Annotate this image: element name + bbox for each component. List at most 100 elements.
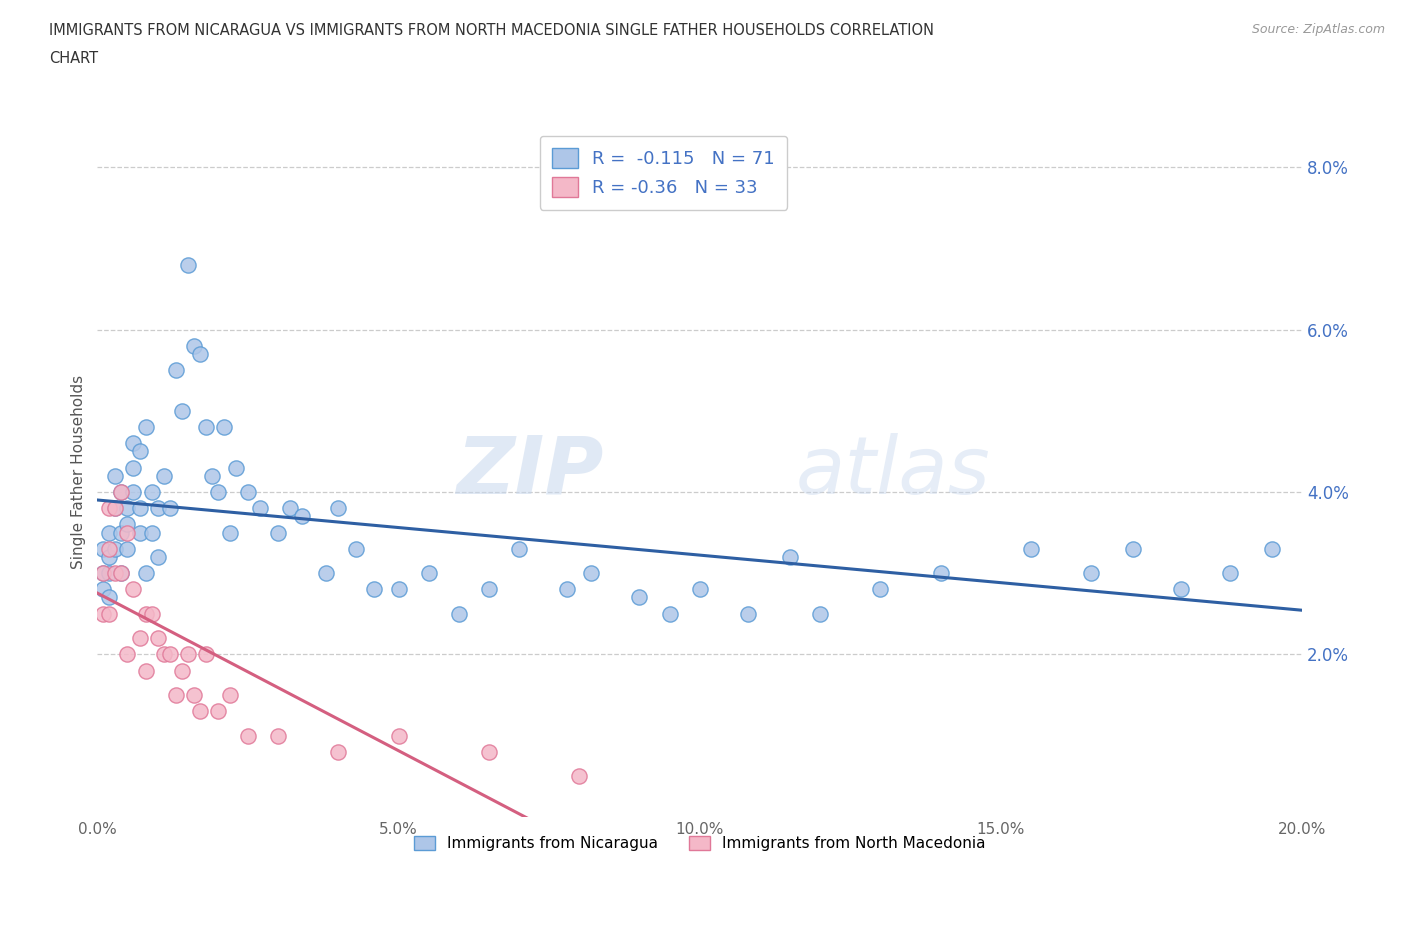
- Point: [128, 525, 150, 540]
- Text: Source: ZipAtlas.com: Source: ZipAtlas.com: [1251, 23, 1385, 36]
- Point: [152, 647, 174, 662]
- Point: [808, 606, 831, 621]
- Point: [1080, 565, 1102, 580]
- Point: [159, 647, 181, 662]
- Point: [658, 606, 681, 621]
- Point: [869, 582, 891, 597]
- Point: [135, 606, 157, 621]
- Point: [122, 436, 145, 451]
- Point: [315, 565, 337, 580]
- Point: [568, 769, 591, 784]
- Point: [104, 500, 127, 515]
- Point: [1261, 541, 1284, 556]
- Point: [194, 647, 217, 662]
- Point: [207, 485, 229, 499]
- Point: [418, 565, 440, 580]
- Point: [146, 550, 169, 565]
- Point: [98, 541, 121, 556]
- Point: [93, 541, 115, 556]
- Point: [104, 469, 127, 484]
- Point: [218, 687, 240, 702]
- Point: [122, 485, 145, 499]
- Point: [128, 444, 150, 458]
- Point: [278, 500, 301, 515]
- Point: [128, 500, 150, 515]
- Legend: Immigrants from Nicaragua, Immigrants from North Macedonia: Immigrants from Nicaragua, Immigrants fr…: [408, 830, 991, 857]
- Point: [98, 550, 121, 565]
- Point: [93, 565, 115, 580]
- Point: [170, 404, 193, 418]
- Point: [117, 541, 139, 556]
- Point: [628, 590, 651, 604]
- Point: [117, 647, 139, 662]
- Point: [1122, 541, 1144, 556]
- Point: [328, 500, 350, 515]
- Point: [188, 347, 211, 362]
- Point: [508, 541, 530, 556]
- Y-axis label: Single Father Households: Single Father Households: [72, 375, 86, 569]
- Point: [135, 565, 157, 580]
- Point: [170, 663, 193, 678]
- Point: [183, 687, 205, 702]
- Point: [110, 485, 132, 499]
- Point: [236, 485, 259, 499]
- Point: [93, 606, 115, 621]
- Point: [328, 744, 350, 759]
- Point: [1170, 582, 1192, 597]
- Point: [110, 565, 132, 580]
- Point: [363, 582, 385, 597]
- Point: [104, 565, 127, 580]
- Point: [93, 565, 115, 580]
- Point: [141, 606, 163, 621]
- Point: [267, 525, 290, 540]
- Point: [117, 500, 139, 515]
- Point: [344, 541, 367, 556]
- Point: [98, 590, 121, 604]
- Point: [1019, 541, 1042, 556]
- Point: [141, 525, 163, 540]
- Point: [236, 728, 259, 743]
- Point: [176, 647, 198, 662]
- Point: [110, 525, 132, 540]
- Point: [689, 582, 711, 597]
- Point: [225, 460, 247, 475]
- Point: [152, 469, 174, 484]
- Point: [194, 419, 217, 434]
- Point: [165, 687, 187, 702]
- Point: [165, 363, 187, 378]
- Point: [135, 419, 157, 434]
- Point: [737, 606, 759, 621]
- Point: [146, 500, 169, 515]
- Point: [117, 525, 139, 540]
- Point: [1219, 565, 1241, 580]
- Point: [183, 339, 205, 353]
- Point: [159, 500, 181, 515]
- Text: atlas: atlas: [796, 432, 991, 511]
- Point: [188, 704, 211, 719]
- Point: [117, 517, 139, 532]
- Point: [478, 744, 501, 759]
- Text: CHART: CHART: [49, 51, 98, 66]
- Point: [104, 541, 127, 556]
- Point: [447, 606, 470, 621]
- Point: [98, 525, 121, 540]
- Point: [122, 582, 145, 597]
- Point: [207, 704, 229, 719]
- Point: [201, 469, 224, 484]
- Point: [110, 565, 132, 580]
- Point: [176, 258, 198, 272]
- Point: [98, 500, 121, 515]
- Point: [135, 663, 157, 678]
- Point: [478, 582, 501, 597]
- Point: [387, 728, 409, 743]
- Point: [555, 582, 578, 597]
- Point: [779, 550, 801, 565]
- Point: [581, 565, 603, 580]
- Point: [98, 606, 121, 621]
- Point: [110, 485, 132, 499]
- Point: [98, 565, 121, 580]
- Point: [146, 631, 169, 645]
- Point: [929, 565, 952, 580]
- Point: [249, 500, 271, 515]
- Point: [128, 631, 150, 645]
